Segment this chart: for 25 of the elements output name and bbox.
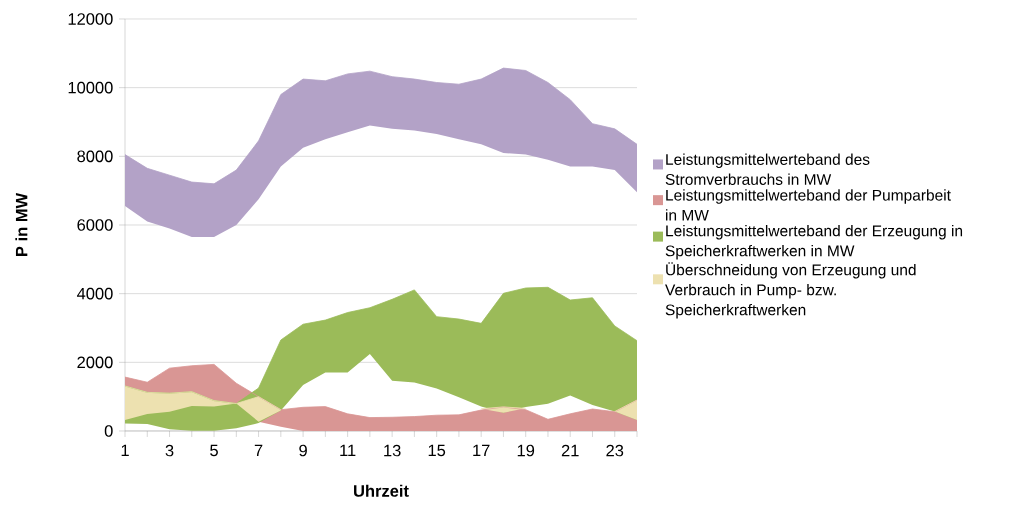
y-tick-label: 10000 xyxy=(68,81,113,94)
x-tick-label: 1 xyxy=(121,444,129,457)
y-tick-label: 12000 xyxy=(68,13,113,25)
x-tick-label: 5 xyxy=(210,444,218,457)
x-tick-label: 11 xyxy=(340,444,356,457)
y-tick-label: 8000 xyxy=(77,150,113,163)
y-tick-label: 2000 xyxy=(77,356,113,369)
y-tick-label: 0 xyxy=(104,425,113,437)
legend-label: Leistungsmittelwerteband des Stromverbrauchs in MW xyxy=(665,153,870,185)
x-tick-label: 9 xyxy=(299,444,307,457)
x-tick-label: 7 xyxy=(254,444,263,457)
legend-label: Leistungsmittelwerteband der Pumparbeit in MW xyxy=(666,189,951,221)
x-tick-label: 3 xyxy=(165,444,174,457)
x-tick-label: 21 xyxy=(561,444,579,457)
x-tick-label: 15 xyxy=(428,444,446,457)
x-axis-title: Uhrzeit xyxy=(354,484,409,497)
x-tick-label: 23 xyxy=(606,444,624,457)
legend-label: Leistungsmittelwerteband der Erzeugung in Speicherkraftwerken in MW xyxy=(665,224,963,260)
legend-label: Überschneidung von Erzeugung und Verbrauch in Pump- bzw. Speicherkraftwerken xyxy=(665,262,916,319)
y-axis-title: P in MW xyxy=(15,192,28,256)
x-tick-label: 17 xyxy=(473,444,490,457)
y-tick-label: 6000 xyxy=(77,219,113,231)
x-tick-label: 19 xyxy=(517,444,535,457)
y-tick-label: 4000 xyxy=(76,287,113,300)
x-tick-label: 13 xyxy=(384,444,401,457)
